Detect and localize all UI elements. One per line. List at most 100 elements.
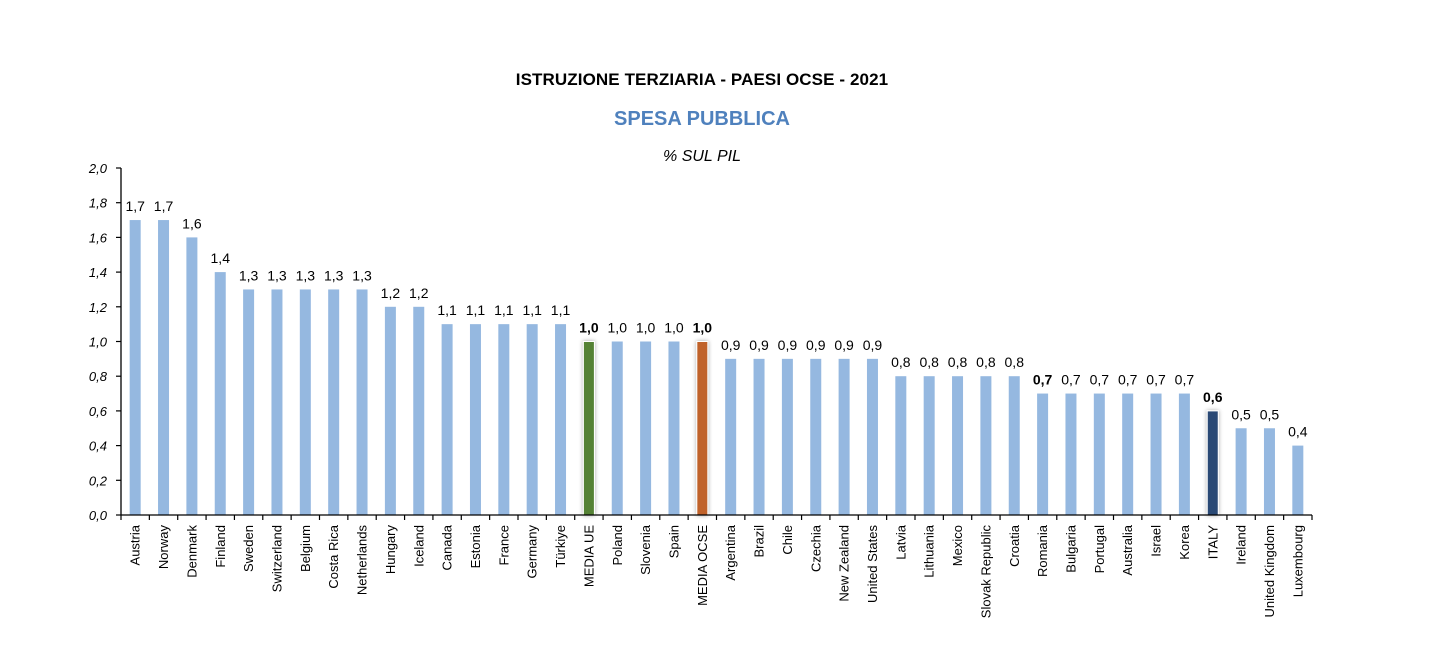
chart-subtitle: SPESA PUBBLICA	[614, 108, 790, 130]
value-label-united-states: 0,9	[863, 337, 883, 353]
bar-sweden	[243, 289, 255, 515]
x-tick-label-portugal: Portugal	[1092, 525, 1107, 574]
value-label-brazil: 0,9	[749, 337, 769, 353]
bar-finland	[214, 272, 226, 515]
value-label-denmark: 1,6	[182, 215, 202, 231]
bar-united-states	[866, 358, 878, 515]
bar-luxembourg	[1292, 445, 1304, 515]
value-label-croatia: 0,8	[1005, 354, 1025, 370]
x-tick-label-slovak-republic: Slovak Republic	[978, 525, 993, 619]
value-label-argentina: 0,9	[721, 337, 741, 353]
x-tick-label-germany: Germany	[525, 525, 540, 579]
x-tick-label-italy: ITALY	[1205, 525, 1220, 560]
y-tick-label: 0,2	[89, 473, 108, 488]
bar-bulgaria	[1065, 393, 1077, 515]
value-label-chile: 0,9	[778, 337, 798, 353]
bar-media-ue	[582, 341, 595, 516]
bar-hungary	[384, 306, 396, 515]
y-axis: 0,0 0,2 0,4 0,6 0,8 1,0 1,2 1,4 1,6 1,8 2,0	[88, 161, 122, 523]
bar-mexico	[952, 376, 964, 515]
bar-switzerland	[271, 289, 283, 515]
bar-canada	[441, 324, 453, 515]
value-label-italy: 0,6	[1203, 389, 1223, 405]
value-label-portugal: 0,7	[1090, 372, 1110, 388]
y-tick-label: 1,8	[89, 196, 108, 211]
value-label-australia: 0,7	[1118, 372, 1138, 388]
x-tick-label-switzerland: Switzerland	[269, 525, 284, 592]
bar-france	[498, 324, 510, 515]
bars-group	[129, 220, 1304, 516]
bar-estonia	[469, 324, 481, 515]
y-tick-label: 1,0	[89, 335, 108, 350]
x-tick-label-latvia: Latvia	[893, 524, 908, 559]
x-tick-label-czechia: Czechia	[808, 524, 823, 572]
value-label-latvia: 0,8	[891, 354, 911, 370]
bar-iceland	[413, 306, 425, 515]
bar-spain	[668, 341, 680, 515]
value-label-poland: 1,0	[608, 320, 628, 336]
x-tick-label-france: France	[496, 525, 511, 565]
x-tick-label-norway: Norway	[156, 525, 171, 570]
x-tick-label-israel: Israel	[1149, 525, 1164, 557]
value-label-slovenia: 1,0	[636, 320, 656, 336]
chart-unit-label: % SUL PIL	[663, 148, 741, 165]
x-tick-label-luxembourg: Luxembourg	[1290, 525, 1305, 597]
x-tick-label-slovenia: Slovenia	[638, 524, 653, 575]
value-label-lithuania: 0,8	[919, 354, 939, 370]
value-label-romania: 0,7	[1033, 372, 1053, 388]
bar-chile	[781, 358, 793, 515]
x-tick-label-costa-rica: Costa Rica	[326, 524, 341, 588]
x-tick-label-new-zealand: New Zealand	[837, 525, 852, 602]
value-label-united-kingdom: 0,5	[1260, 406, 1280, 422]
value-label-canada: 1,1	[437, 302, 457, 318]
value-label-czechia: 0,9	[806, 337, 826, 353]
value-label-t-rkiye: 1,1	[551, 302, 571, 318]
x-tick-label-chile: Chile	[780, 525, 795, 555]
x-tick-label-sweden: Sweden	[241, 525, 256, 572]
x-tick-label-bulgaria: Bulgaria	[1063, 524, 1078, 572]
bar-new-zealand	[838, 358, 850, 515]
x-tick-label-romania: Romania	[1035, 524, 1050, 577]
bar-denmark	[186, 237, 198, 515]
x-tick-label-croatia: Croatia	[1007, 524, 1022, 567]
bar-media-ocse	[696, 341, 709, 516]
bar-australia	[1122, 393, 1134, 515]
bar-argentina	[725, 358, 737, 515]
bar-norway	[158, 220, 170, 516]
bar-united-kingdom	[1263, 428, 1275, 515]
bar-poland	[611, 341, 623, 515]
bar-brazil	[753, 358, 765, 515]
value-label-spain: 1,0	[664, 320, 684, 336]
value-label-slovak-republic: 0,8	[976, 354, 996, 370]
value-label-sweden: 1,3	[239, 267, 259, 283]
x-tick-label-mexico: Mexico	[950, 525, 965, 566]
y-tick-label: 2,0	[88, 161, 108, 176]
x-tick-label-korea: Korea	[1177, 524, 1192, 559]
x-tick-label-media-ue: MEDIA UE	[581, 525, 596, 587]
bar-belgium	[299, 289, 311, 515]
bar-germany	[526, 324, 538, 515]
bar-romania	[1037, 393, 1049, 515]
x-tick-label-united-kingdom: United Kingdom	[1262, 525, 1277, 618]
x-tick-label-lithuania: Lithuania	[922, 524, 937, 578]
chart-title: ISTRUZIONE TERZIARIA - PAESI OCSE - 2021	[515, 70, 889, 89]
x-tick-label-ireland: Ireland	[1234, 525, 1249, 565]
y-tick-label: 0,6	[89, 404, 108, 419]
value-label-finland: 1,4	[211, 250, 231, 266]
y-tick-label: 1,4	[89, 265, 107, 280]
x-tick-label-denmark: Denmark	[184, 525, 199, 578]
bar-czechia	[810, 358, 822, 515]
x-tick-label-iceland: Iceland	[411, 525, 426, 567]
y-tick-label: 0,4	[89, 439, 107, 454]
value-label-israel: 0,7	[1146, 372, 1166, 388]
x-axis: Austria Norway Denmark Finland Sweden Switzer…	[120, 514, 1313, 619]
bar-netherlands	[356, 289, 368, 515]
bar-slovak-republic	[980, 376, 992, 515]
value-label-austria: 1,7	[125, 198, 145, 214]
value-label-germany: 1,1	[522, 302, 542, 318]
x-tick-label-australia: Australia	[1120, 524, 1135, 575]
x-tick-label-finland: Finland	[213, 525, 228, 568]
bar-latvia	[895, 376, 907, 515]
value-label-estonia: 1,1	[466, 302, 486, 318]
value-labels-group: 1,7 1,7 1,6 1,4 1,3 1,3 1,3 1,3 1,3 1,2 1,2 1,1 1,1 1…	[125, 198, 1307, 440]
